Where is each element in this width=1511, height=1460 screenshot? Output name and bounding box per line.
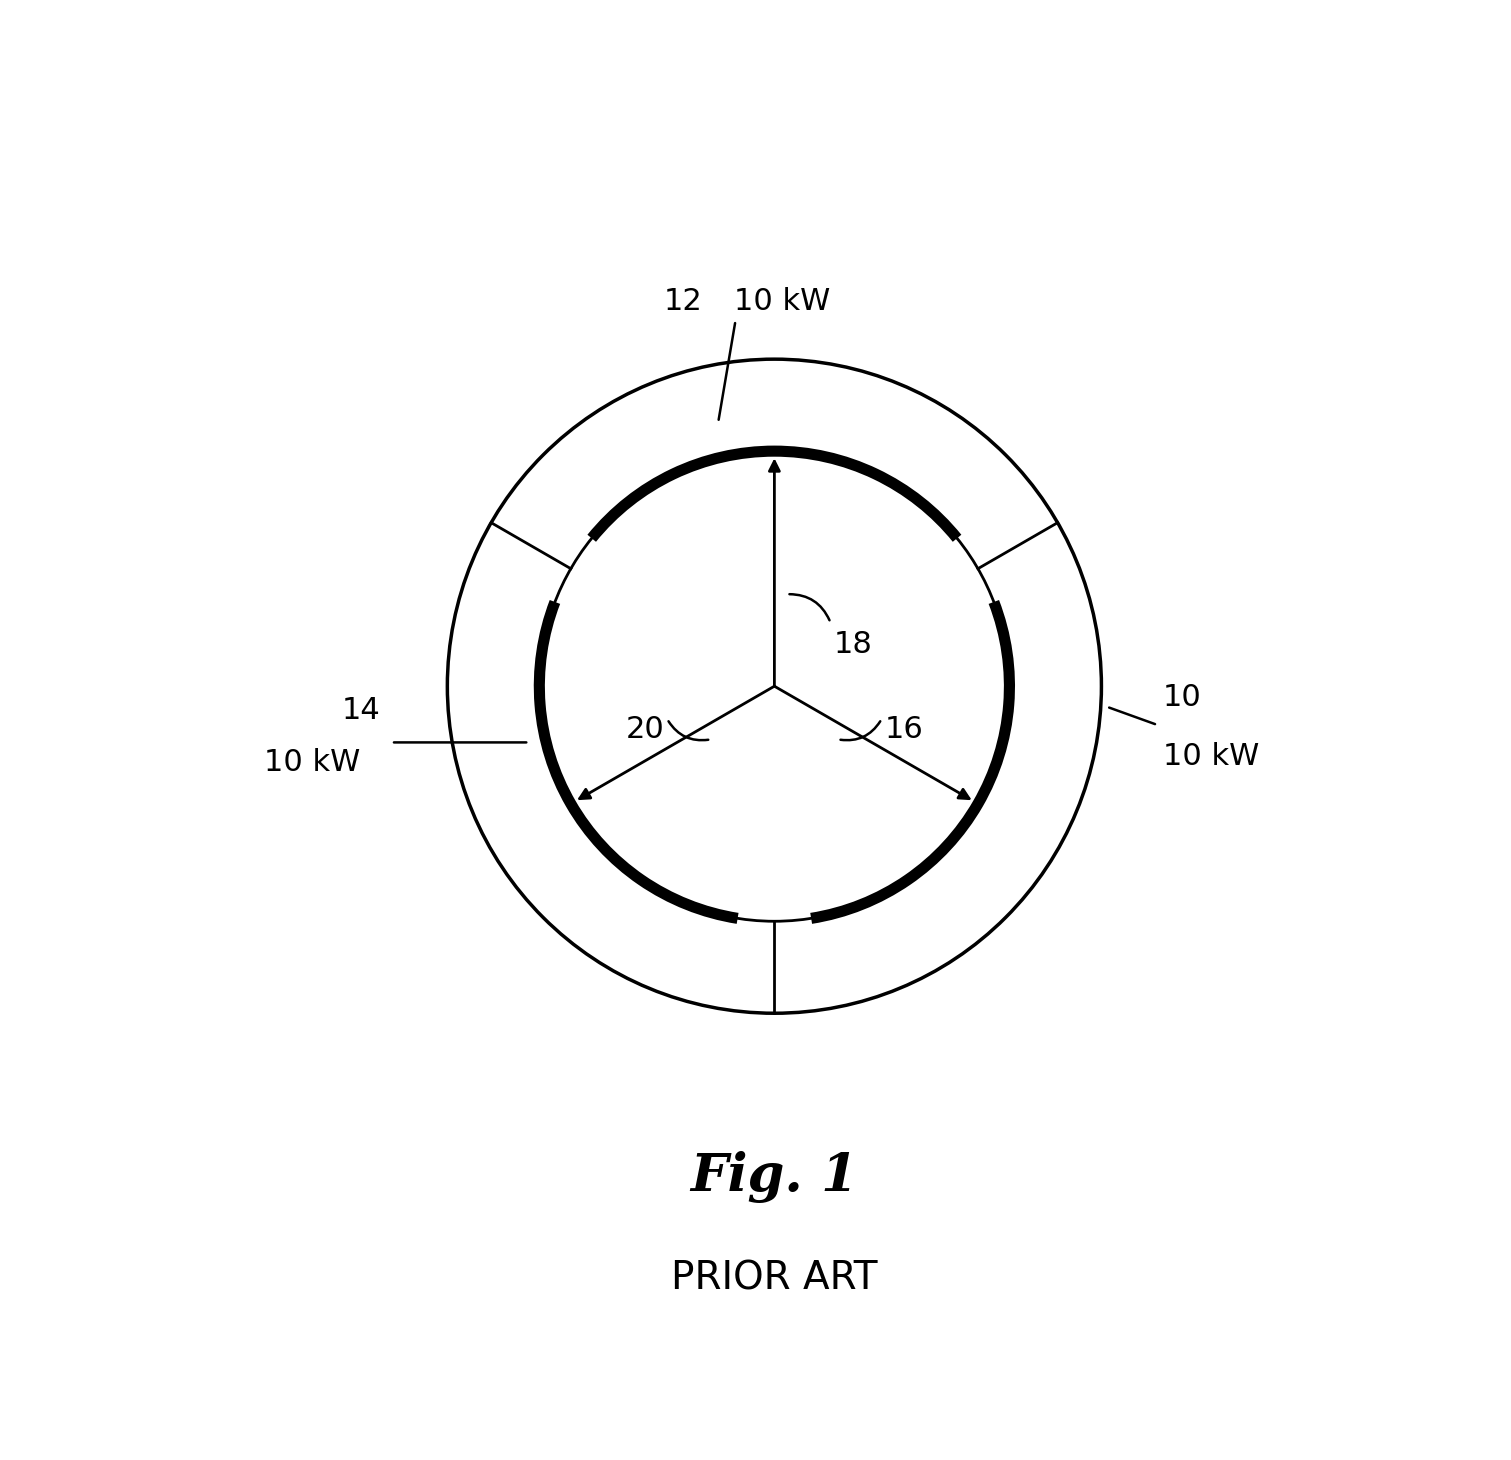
Text: 12: 12 [665,288,703,317]
Text: PRIOR ART: PRIOR ART [671,1260,878,1298]
Text: 14: 14 [341,696,381,726]
Text: 10 kW: 10 kW [264,748,361,777]
Text: Fig. 1: Fig. 1 [691,1150,858,1203]
Text: 10 kW: 10 kW [733,288,830,317]
Text: 20: 20 [626,715,663,743]
Text: 18: 18 [834,631,872,658]
Text: 10 kW: 10 kW [1163,742,1259,771]
Text: 16: 16 [885,715,923,743]
Text: 10: 10 [1163,683,1201,712]
